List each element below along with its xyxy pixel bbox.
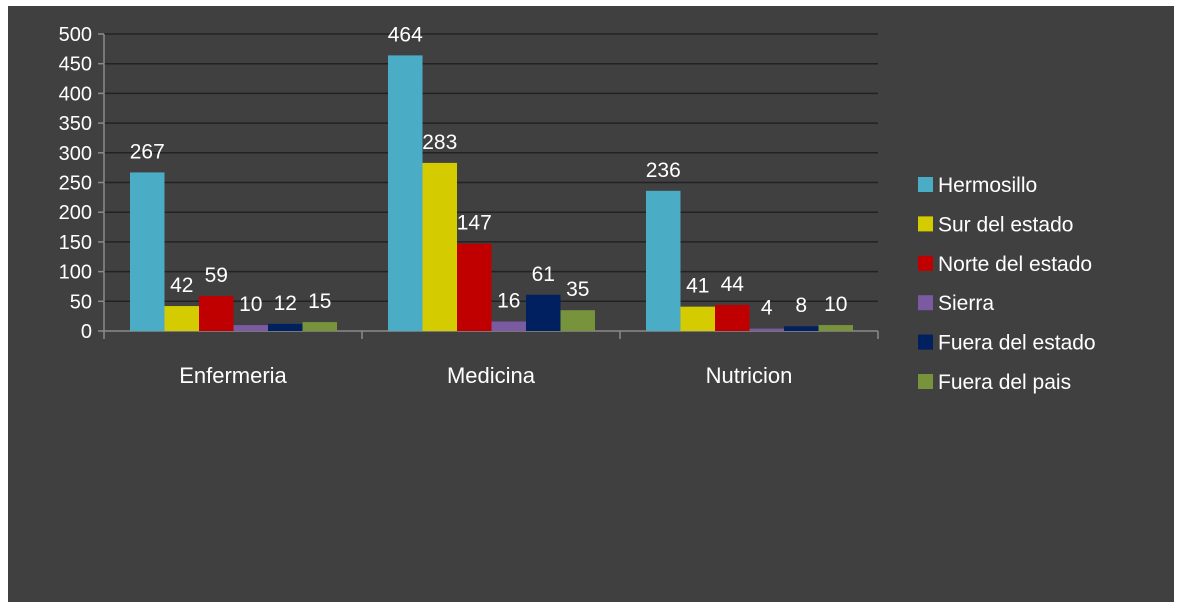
bar: [302, 322, 337, 331]
y-tick-label: 50: [70, 291, 92, 313]
legend-label: Norte del estado: [938, 253, 1092, 276]
data-label: 10: [239, 293, 262, 316]
bars: [130, 55, 853, 331]
bar: [680, 306, 715, 331]
bar: [526, 294, 561, 331]
data-label: 44: [721, 273, 745, 296]
axes: 0 50 100 150 200 250 300 350 400 450 500 Enfermeria…: [59, 24, 879, 388]
y-tick-label: 400: [59, 83, 92, 105]
legend-swatch: [918, 216, 933, 232]
bar: [784, 326, 819, 331]
legend-label: Sierra: [938, 292, 994, 315]
x-category-label: Nutricion: [706, 363, 793, 388]
gridlines: [104, 33, 878, 303]
legend-swatch: [918, 334, 933, 350]
data-label: 8: [795, 294, 807, 317]
data-label: 35: [566, 278, 589, 301]
bar: [164, 306, 199, 331]
data-label: 59: [205, 264, 228, 287]
bar: [491, 321, 526, 331]
data-label: 42: [170, 274, 193, 297]
y-tick-label: 350: [59, 113, 92, 135]
legend: Hermosillo Sur del estado Norte del estado…: [918, 174, 1096, 394]
bar: [422, 162, 457, 331]
bar: [715, 304, 750, 331]
data-label: 147: [457, 212, 492, 235]
bar: [646, 190, 681, 331]
data-label: 283: [422, 131, 457, 154]
data-label: 61: [532, 263, 555, 286]
x-category-label: Enfermeria: [179, 363, 287, 388]
data-label: 12: [274, 292, 297, 315]
y-tick-label: 150: [59, 232, 92, 254]
bar: [457, 243, 492, 331]
data-label: 267: [130, 140, 165, 163]
bar: [560, 310, 595, 331]
data-label: 4: [761, 297, 773, 320]
bar: [388, 55, 423, 331]
data-label: 41: [686, 275, 709, 298]
legend-label: Hermosillo: [938, 174, 1037, 197]
bar: [199, 295, 234, 331]
x-category-label: Medicina: [447, 363, 536, 388]
bar: [130, 172, 165, 331]
y-tick-label: 100: [59, 262, 92, 284]
chart-frame: 0 50 100 150 200 250 300 350 400 450 500 Enfermeria…: [8, 6, 1174, 602]
bar: [233, 325, 268, 331]
y-tick-label: 500: [59, 24, 92, 46]
bar-chart: 0 50 100 150 200 250 300 350 400 450 500 Enfermeria…: [59, 23, 1096, 394]
data-label: 236: [646, 159, 681, 182]
data-label: 15: [308, 290, 331, 313]
y-tick-label: 0: [81, 321, 92, 343]
bar: [268, 323, 303, 331]
y-tick-label: 250: [59, 173, 92, 195]
data-label: 10: [824, 293, 847, 316]
bar: [818, 325, 853, 331]
data-label: 16: [497, 289, 520, 312]
legend-label: Fuera del estado: [938, 332, 1096, 355]
y-tick-label: 200: [59, 202, 92, 224]
legend-swatch: [918, 295, 933, 311]
y-tick-label: 300: [59, 143, 92, 165]
legend-label: Sur del estado: [938, 213, 1073, 236]
bar: [749, 328, 784, 331]
legend-swatch: [918, 374, 933, 389]
legend-swatch: [918, 255, 933, 271]
legend-label: Fuera del pais: [938, 371, 1071, 394]
legend-swatch: [918, 177, 933, 192]
y-tick-label: 450: [59, 54, 92, 76]
data-label: 464: [388, 23, 423, 46]
